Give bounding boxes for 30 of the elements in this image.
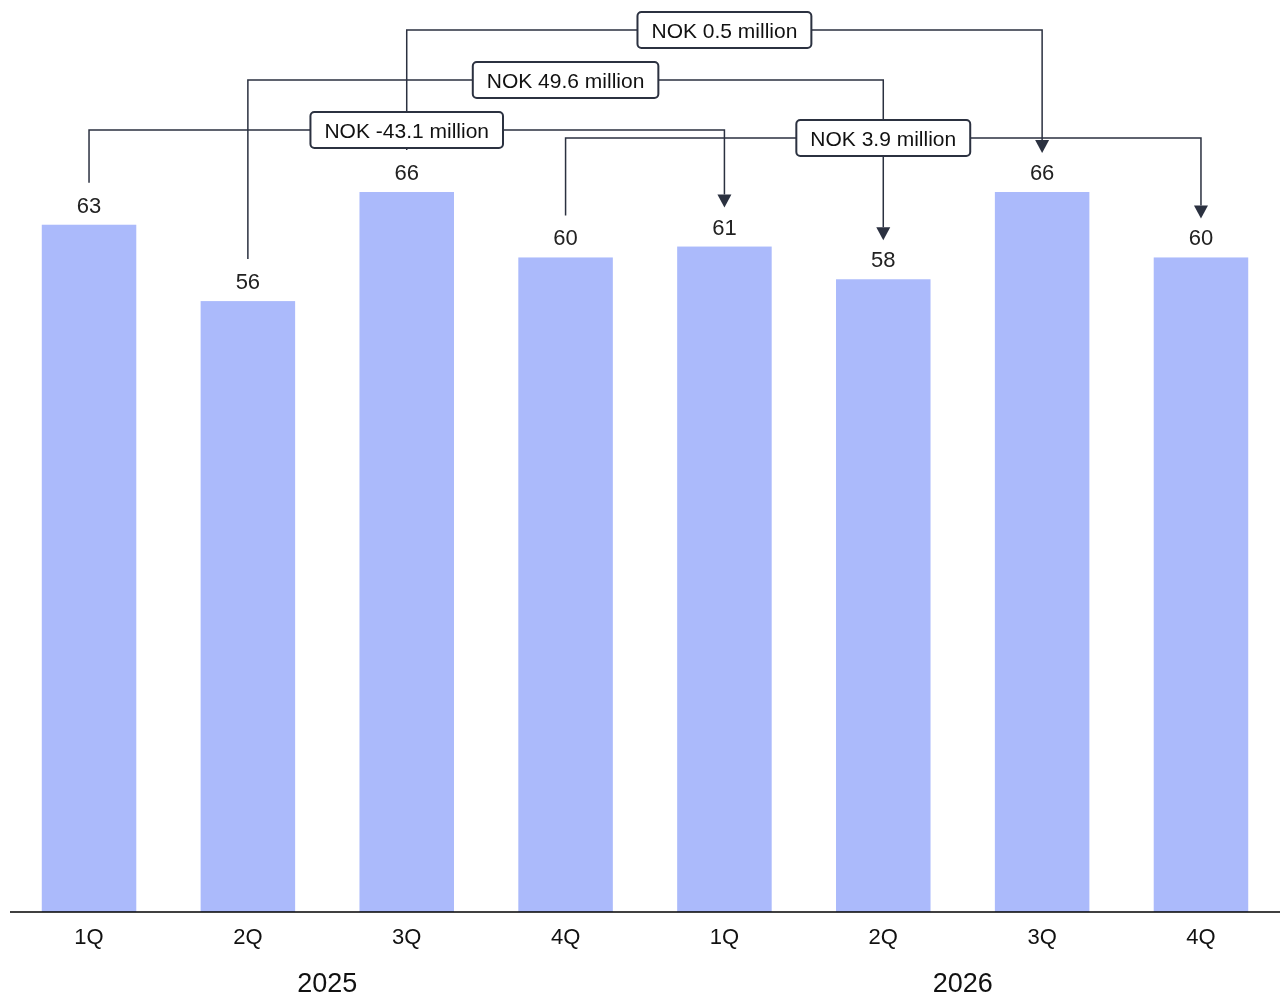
data-label: 60 [553,225,578,251]
x-tick-label: 1Q [74,923,104,949]
bar [1153,257,1249,912]
x-tick-label: 4Q [550,923,581,949]
x-tick-label: 3Q [1027,923,1057,949]
bar [677,246,772,912]
data-label: 58 [871,247,896,273]
text: NOK 0.5 million [651,19,798,42]
x-tick-label: 3Q [392,923,422,949]
text: NOK 3.9 million [810,127,957,150]
x-tick-label: 2Q [233,923,263,949]
data-label: 61 [712,214,737,240]
bar [200,301,296,912]
x-tick-label: 4Q [1186,923,1216,949]
bar [41,224,137,912]
bar [836,279,931,912]
x-tick-label: 2Q [868,923,898,949]
data-label: 66 [394,160,419,185]
data-label: 60 [1188,225,1214,251]
text: NOK -43.1 million [324,119,490,142]
text: 2026 [932,968,993,995]
bar [994,192,1090,912]
text: NOK 49.6 million [486,69,645,92]
data-label: 56 [235,269,261,295]
data-label: 63 [76,192,102,218]
data-label: 66 [1029,160,1055,185]
text: 2025 [297,968,358,995]
bar [518,257,613,912]
x-tick-label: 1Q [709,923,740,949]
bar [359,192,454,912]
